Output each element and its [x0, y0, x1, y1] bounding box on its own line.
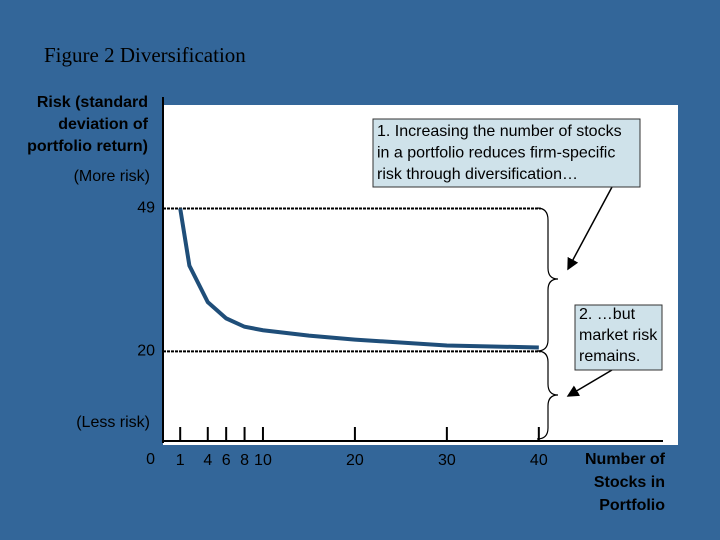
x-tick-label: 4 — [203, 452, 212, 469]
x-tick-label: 40 — [530, 452, 548, 469]
arrow — [567, 186, 613, 271]
x-tick-label: 1 — [176, 452, 185, 469]
x-tick-label: 20 — [346, 452, 364, 469]
arrow — [566, 369, 613, 397]
x-tick-label: 6 — [222, 452, 231, 469]
y-tick-label: 49 — [137, 200, 155, 217]
label: in a portfolio reduces firm-specific — [377, 145, 615, 162]
callout-box — [372, 118, 641, 188]
y-tick-label: 20 — [137, 343, 155, 360]
label: risk through diversification… — [377, 166, 578, 183]
callout-box — [574, 304, 663, 371]
chart-title: Figure 2 Diversification — [44, 43, 246, 67]
label: Portfolio — [599, 497, 665, 514]
x-tick-label: 10 — [254, 452, 272, 469]
label: deviation of — [58, 116, 148, 133]
label: remains. — [579, 348, 640, 365]
label: Number of — [585, 451, 666, 468]
label: market risk — [579, 327, 658, 344]
note: (More risk) — [74, 168, 150, 185]
x-tick-label: 8 — [240, 452, 249, 469]
label: Risk (standard — [37, 94, 148, 111]
y-tick-label: 0 — [146, 451, 155, 468]
curve — [178, 208, 539, 350]
label: Stocks in — [594, 474, 665, 491]
note: (Less risk) — [76, 414, 150, 431]
label: portfolio return) — [27, 138, 148, 155]
label: 2. …but — [579, 306, 636, 323]
x-tick-label: 30 — [438, 452, 456, 469]
brace — [536, 207, 559, 352]
label: 1. Increasing the number of stocks — [377, 123, 622, 140]
brace — [536, 350, 559, 440]
